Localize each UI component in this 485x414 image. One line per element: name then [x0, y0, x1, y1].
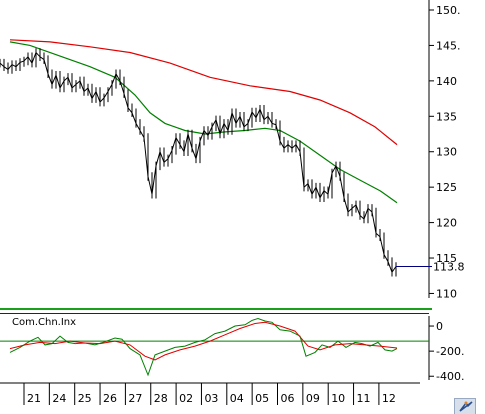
x-tick-label: 12: [382, 392, 396, 405]
x-tick-label: 04: [230, 392, 244, 405]
price-y-tick-label: 140: [436, 75, 457, 88]
indicator-y-tick-label: -400.: [436, 370, 464, 383]
x-tick-label: 09: [306, 392, 320, 405]
x-tick-label: 28: [154, 392, 168, 405]
x-axis-labels: 21 24 25 26 27 28 02 03 04 05 06 09 10 11 12: [23, 383, 396, 405]
price-y-tick-label: 110: [436, 287, 457, 300]
ma-short-line: [9, 41, 398, 204]
x-tick-label: 02: [179, 392, 193, 405]
x-tick-label: 11: [357, 392, 371, 405]
price-y-tick-label: 120: [436, 217, 457, 230]
x-tick-label: 05: [255, 392, 269, 405]
price-y-tick-label: 150.: [436, 4, 461, 17]
x-tick-label: 06: [281, 392, 295, 405]
indicator-y-tick-label: 0: [436, 320, 443, 333]
indicator-panel: Com.Chn.Inx 0 -200. -400.: [0, 312, 464, 383]
price-y-tick-label: 125: [436, 181, 457, 194]
x-tick-label: 24: [52, 392, 66, 405]
cci-line: [9, 317, 398, 377]
cci-signal-line: [9, 321, 398, 361]
price-y-tick-label: 135: [436, 110, 457, 123]
price-y-tick-label: 130: [436, 146, 457, 159]
price-y-tick-label: 115: [436, 252, 457, 265]
x-tick-label: 26: [103, 392, 117, 405]
x-tick-label: 27: [128, 392, 142, 405]
ma-long-line: [9, 39, 398, 146]
x-tick-label: 03: [204, 392, 218, 405]
x-tick-label: 25: [78, 392, 92, 405]
last-value-label: 113.8: [433, 261, 465, 274]
price-y-tick-label: 145.: [436, 39, 461, 52]
indicator-title: Com.Chn.Inx: [12, 317, 76, 328]
price-panel: 110 115 120 125 130 135 140 145. 150. 113.8: [0, 4, 465, 300]
indicator-y-tick-label: -200.: [436, 345, 464, 358]
price-line: [0, 51, 397, 274]
x-tick-label: 10: [331, 392, 345, 405]
chart-tool-icon[interactable]: [454, 398, 476, 414]
x-tick-label: 21: [27, 392, 41, 405]
